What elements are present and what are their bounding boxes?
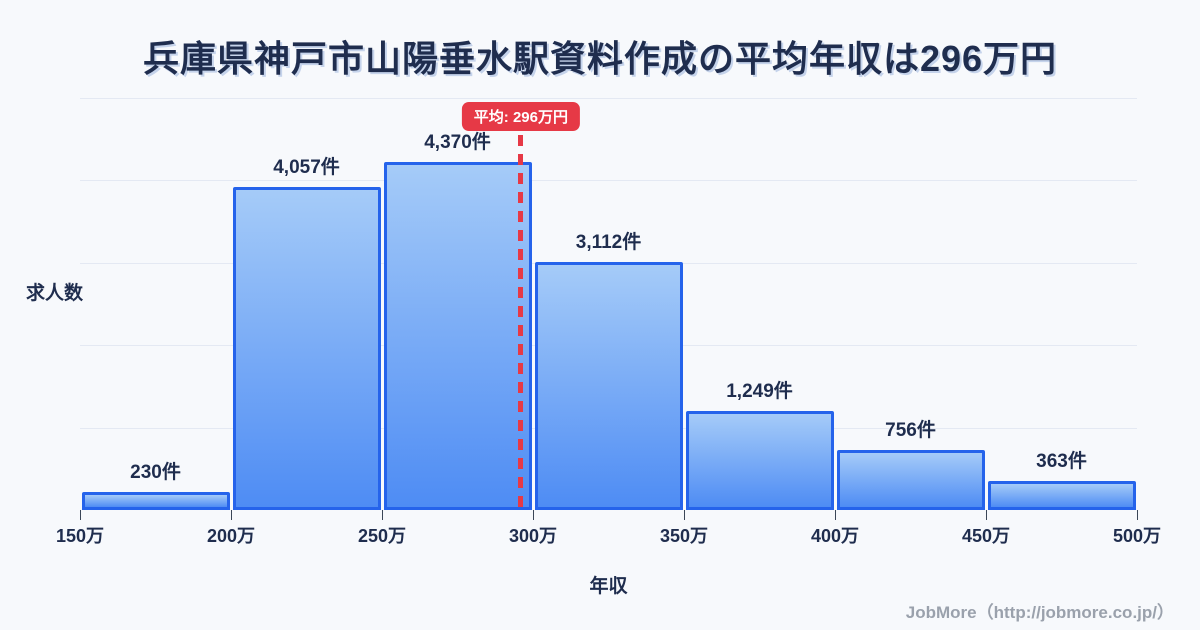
histogram-bar [685, 410, 834, 510]
x-axis-tick [382, 510, 383, 520]
average-line [518, 135, 524, 510]
x-tick-label: 450万 [961, 526, 1011, 546]
histogram-bar [81, 491, 230, 510]
x-tick-label: 300万 [508, 526, 558, 546]
bar-value-label: 230件 [130, 461, 181, 483]
chart-title: 兵庫県神戸市山陽垂水駅資料作成の平均年収は296万円 [142, 38, 1058, 79]
bar-value-label: 363件 [1036, 451, 1087, 473]
bar-value-label: 3,112件 [575, 232, 642, 254]
gridline [80, 98, 1137, 99]
x-axis-label: 年収 [589, 576, 628, 597]
bar-value-label: 1,249件 [726, 380, 793, 402]
histogram-bar [383, 162, 532, 510]
x-axis-tick [835, 510, 836, 520]
x-tick-label: 500万 [1112, 526, 1162, 546]
histogram-bar [836, 449, 985, 510]
x-tick-label: 250万 [357, 526, 407, 546]
bar-value-label: 4,370件 [424, 132, 491, 153]
histogram-bar [534, 262, 683, 510]
x-tick-label: 350万 [659, 526, 709, 546]
x-tick-label: 200万 [206, 526, 256, 546]
footer-credit: JobMore（http://jobmore.co.jp/） [905, 603, 1174, 622]
y-axis-label: 求人数 [26, 283, 84, 304]
x-axis-tick [986, 510, 987, 520]
x-axis-tick [231, 510, 232, 520]
bar-value-label: 756件 [885, 419, 936, 441]
average-badge: 平均: 296万円 [461, 102, 580, 131]
x-axis-tick [1137, 510, 1138, 520]
plot-area: 230件 4,057件 4,370件 3,112件 1,249件 756件 363件 150万… [56, 98, 1161, 546]
gridline [80, 180, 1137, 182]
x-axis-tick [684, 510, 685, 520]
x-axis-tick [80, 510, 81, 520]
x-axis-tick [533, 510, 534, 520]
histogram-bar [987, 481, 1136, 510]
histogram-bar [232, 186, 381, 510]
x-tick-label: 150万 [55, 526, 105, 546]
x-tick-label: 400万 [810, 526, 860, 546]
bar-value-label: 4,057件 [273, 156, 340, 178]
